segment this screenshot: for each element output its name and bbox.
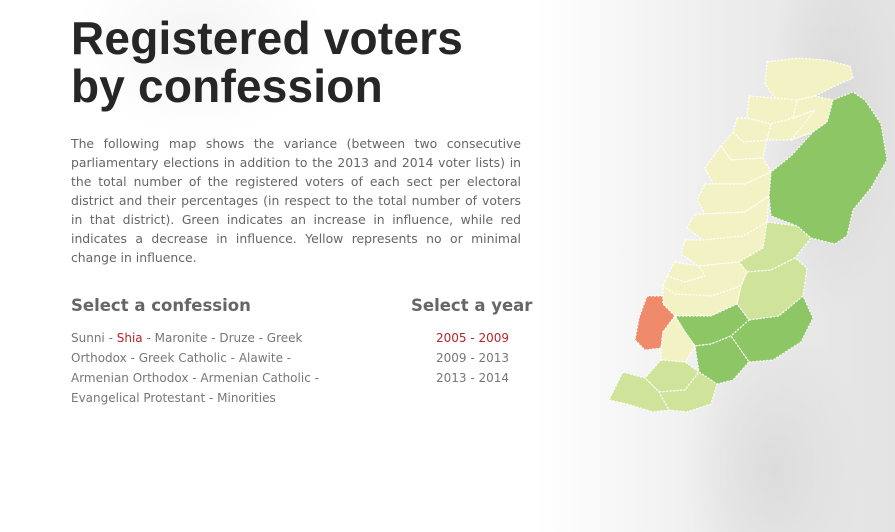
confession-link-list: Sunni - Shia - Maronite - Druze - Greek … <box>71 328 319 408</box>
confession-link-armenian-orthodox[interactable]: Armenian Orthodox <box>71 371 189 385</box>
confession-link-shia[interactable]: Shia <box>116 331 143 345</box>
confession-link-armenian-catholic[interactable]: Armenian Catholic <box>200 371 311 385</box>
district-baalbek-hermel[interactable] <box>768 91 888 245</box>
district-keserwan[interactable] <box>686 195 770 241</box>
confession-separator: - <box>254 331 267 345</box>
page-title: Registered voters by confession <box>71 14 541 110</box>
district-tyre[interactable] <box>608 371 670 413</box>
lebanon-district-map <box>608 57 888 413</box>
district-batroun[interactable] <box>704 145 772 185</box>
confession-separator: - <box>282 351 292 365</box>
district-zahle[interactable] <box>738 221 812 273</box>
confession-separator: - <box>188 371 201 385</box>
confession-separator: - <box>310 371 319 385</box>
year-link-2009-2013[interactable]: 2009 - 2013 <box>436 351 510 365</box>
confession-separator: - <box>142 331 155 345</box>
confession-link-sunni[interactable]: Sunni <box>71 331 105 345</box>
confession-link-greek-orthodox[interactable]: Greek Orthodox <box>71 331 303 365</box>
confession-link-druze[interactable]: Druze <box>219 331 255 345</box>
year-link-list: 2005 - 2009 2009 - 2013 2013 - 2014 <box>436 328 509 388</box>
district-bint-jbeil[interactable] <box>658 371 718 413</box>
district-saida[interactable] <box>660 315 696 363</box>
confession-selector-heading: Select a confession <box>71 296 251 315</box>
district-bsharri[interactable] <box>790 95 834 141</box>
confession-separator: - <box>207 331 220 345</box>
year-selector-heading: Select a year <box>411 296 533 315</box>
page-title-line-2: by confession <box>71 60 383 112</box>
district-chouf[interactable] <box>634 295 676 351</box>
year-link-2013-2014[interactable]: 2013 - 2014 <box>436 371 510 385</box>
confession-separator: - <box>205 391 218 405</box>
confession-link-evangelical-protestant[interactable]: Evangelical Protestant <box>71 391 206 405</box>
confession-link-alawite[interactable]: Alawite <box>238 351 283 365</box>
confession-link-maronite[interactable]: Maronite <box>154 331 208 345</box>
map-description: The following map shows the variance (be… <box>71 136 521 265</box>
district-baabda[interactable] <box>662 261 748 297</box>
district-akkar[interactable] <box>764 57 854 101</box>
year-link-2005-2009[interactable]: 2005 - 2009 <box>436 331 510 345</box>
confession-link-minorities[interactable]: Minorities <box>217 391 276 405</box>
confession-link-greek-catholic[interactable]: Greek Catholic <box>138 351 227 365</box>
confession-separator: - <box>226 351 239 365</box>
page-title-line-1: Registered voters <box>71 12 463 64</box>
district-hasbaya-marjayoun[interactable] <box>730 295 814 363</box>
confession-separator: - <box>126 351 139 365</box>
confession-separator: - <box>104 331 117 345</box>
